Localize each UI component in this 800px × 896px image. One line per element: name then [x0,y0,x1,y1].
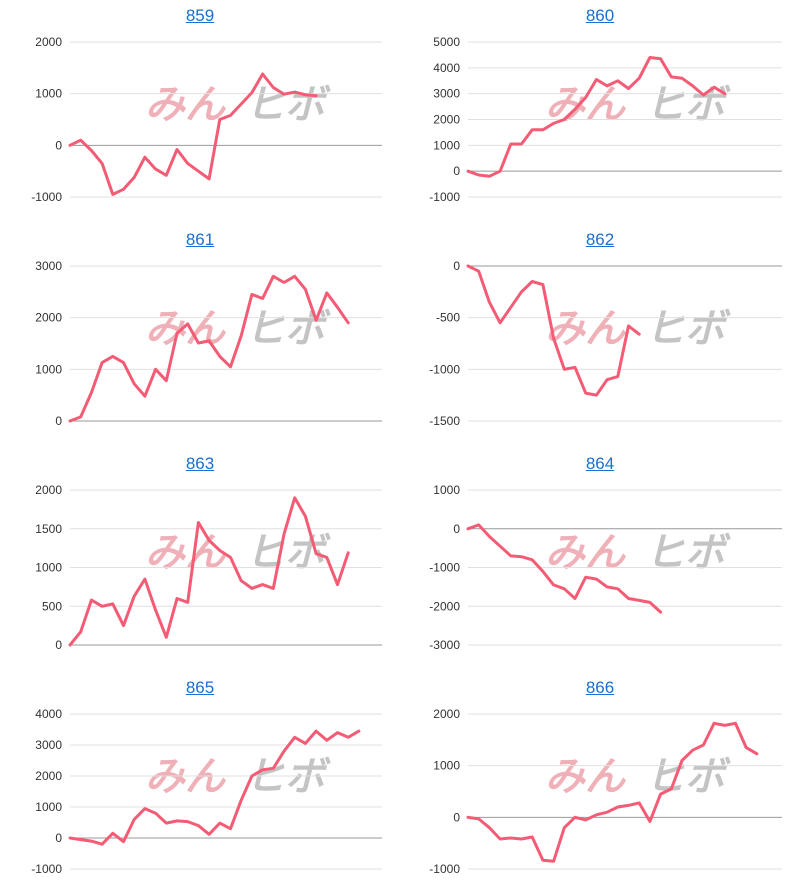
y-tick-label: 0 [55,638,62,652]
chart-panel-866: 866 みん ヒボ -1000 0 1000 2000 [400,672,800,896]
watermark: みん ヒボ [145,531,331,575]
y-tick-label: 500 [42,599,62,613]
chart-title-link[interactable]: 860 [585,6,615,25]
watermark-left-text: みん [145,83,227,127]
y-tick-label: -1000 [31,190,62,204]
chart-title-link[interactable]: 862 [585,230,615,249]
chart-plot: みん ヒボ -1500 -1000 -500 0 [429,259,782,428]
y-tick-label: 2000 [433,113,460,127]
chart-title-link[interactable]: 863 [185,454,215,473]
chart-title-link[interactable]: 866 [585,678,615,697]
watermark-left-text: みん [545,307,627,351]
series-line [68,496,350,647]
y-tick-label: 5000 [433,35,460,49]
y-tick-label: 2000 [35,483,62,497]
y-tick-label: -1000 [429,190,460,204]
y-tick-label: 0 [55,414,62,428]
chart-plot: みん ヒボ 0 1000 2000 3000 [35,259,382,428]
chart-panel-860: 860 みん ヒボ -1000 0 1000 2000 3000 4000 5000 [400,0,800,224]
watermark-left-text: みん [545,83,627,127]
series-line [466,264,641,397]
y-tick-label: -1000 [429,561,460,575]
y-tick-label: 3000 [433,87,460,101]
watermark: みん ヒボ [145,307,331,351]
chart-panel-864: 864 みん ヒボ -3000 -2000 -1000 0 1000 [400,448,800,672]
watermark-left-text: みん [545,531,627,575]
y-tick-label: 3000 [35,259,62,273]
y-tick-label: 0 [453,522,460,536]
chart-plot: みん ヒボ -1000 0 1000 2000 [429,707,782,876]
y-tick-label: -1500 [429,414,460,428]
chart-plot: みん ヒボ -1000 0 1000 2000 3000 4000 5000 [429,35,782,204]
chart-plot: みん ヒボ -1000 0 1000 2000 [31,35,382,204]
y-tick-label: 0 [453,810,460,824]
watermark-left-text: みん [145,755,227,799]
y-tick-label: 0 [453,164,460,178]
watermark-left-text: みん [145,307,227,351]
watermark-right-text: ヒボ [645,531,731,575]
watermark-left-text: みん [145,531,227,575]
y-tick-label: -1000 [429,862,460,876]
chart-panel-861: 861 みん ヒボ 0 1000 2000 3000 [0,224,400,448]
y-tick-label: 1000 [433,759,460,773]
series-line [68,274,350,423]
y-tick-label: 4000 [433,61,460,75]
y-tick-label: 3000 [35,738,62,752]
y-tick-label: 2000 [35,311,62,325]
watermark: みん ヒボ [145,755,331,799]
watermark-right-text: ヒボ [645,307,731,351]
watermark: みん ヒボ [545,755,731,799]
chart-plot: みん ヒボ 0 500 1000 1500 2000 [35,483,382,652]
chart-panel-862: 862 みん ヒボ -1500 -1000 -500 0 [400,224,800,448]
y-tick-label: 1000 [35,800,62,814]
y-tick-label: -2000 [429,599,460,613]
watermark-right-text: ヒボ [245,755,331,799]
y-tick-label: 1000 [433,138,460,152]
y-tick-label: 2000 [35,35,62,49]
chart-plot: みん ヒボ -3000 -2000 -1000 0 1000 [429,483,782,652]
series-line [466,721,759,863]
chart-plot: みん ヒボ -1000 0 1000 2000 3000 4000 [31,707,382,876]
y-tick-label: -500 [436,311,460,325]
series-line [466,523,663,614]
chart-title-link[interactable]: 859 [185,6,215,25]
y-tick-label: 4000 [35,707,62,721]
watermark-right-text: ヒボ [245,307,331,351]
y-tick-label: -1000 [429,362,460,376]
chart-panel-859: 859 みん ヒボ -1000 0 1000 2000 [0,0,400,224]
y-tick-label: 0 [453,259,460,273]
y-tick-label: 0 [55,138,62,152]
series-line [68,72,318,196]
y-tick-label: 1000 [35,362,62,376]
y-tick-label: 1000 [35,87,62,101]
watermark: みん ヒボ [545,531,731,575]
y-tick-label: 2000 [433,707,460,721]
chart-title-link[interactable]: 865 [185,678,215,697]
y-tick-label: -3000 [429,638,460,652]
watermark-right-text: ヒボ [645,755,731,799]
series-line [466,56,727,178]
y-tick-label: -1000 [31,862,62,876]
y-tick-label: 1500 [35,522,62,536]
y-tick-label: 2000 [35,769,62,783]
series-line [68,729,361,846]
watermark: みん ヒボ [145,83,331,127]
y-tick-label: 1000 [433,483,460,497]
watermark-right-text: ヒボ [245,83,331,127]
y-tick-label: 1000 [35,561,62,575]
watermark-left-text: みん [545,755,627,799]
chart-title-link[interactable]: 861 [185,230,215,249]
y-tick-label: 0 [55,831,62,845]
chart-title-link[interactable]: 864 [585,454,615,473]
watermark: みん ヒボ [545,83,731,127]
watermark: みん ヒボ [545,307,731,351]
chart-panel-863: 863 みん ヒボ 0 500 1000 1500 2000 [0,448,400,672]
chart-panel-865: 865 みん ヒボ -1000 0 1000 2000 3000 4000 [0,672,400,896]
